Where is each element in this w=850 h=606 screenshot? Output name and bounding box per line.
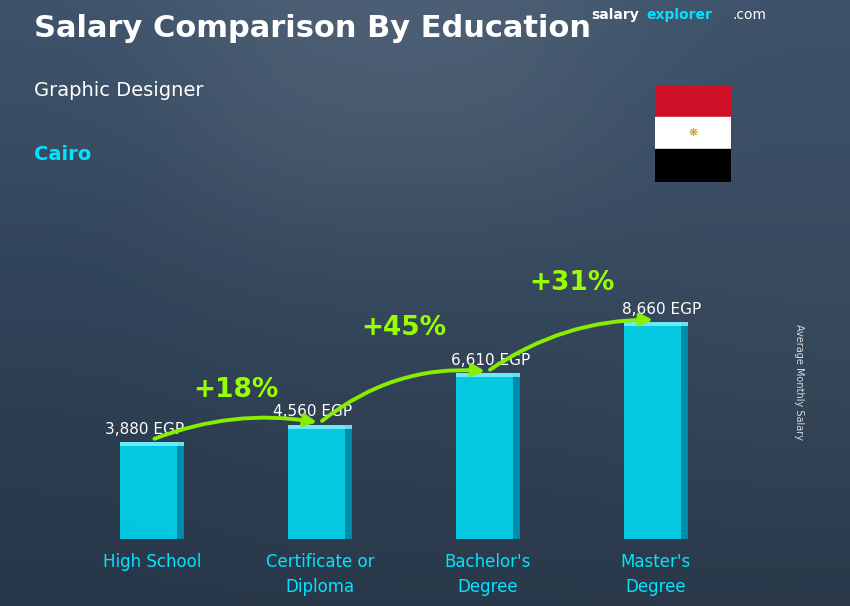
Bar — [624, 322, 688, 539]
Bar — [654, 117, 731, 150]
Text: 3,880 EGP: 3,880 EGP — [105, 422, 184, 436]
Text: +31%: +31% — [529, 270, 615, 296]
Bar — [456, 373, 519, 539]
Text: .com: .com — [733, 8, 767, 22]
Text: +18%: +18% — [193, 377, 279, 403]
Bar — [624, 322, 688, 326]
Text: +45%: +45% — [361, 315, 446, 341]
Text: Average Monthly Salary: Average Monthly Salary — [794, 324, 804, 440]
Bar — [345, 425, 352, 539]
Text: 6,610 EGP: 6,610 EGP — [450, 353, 530, 368]
Text: 4,560 EGP: 4,560 EGP — [273, 404, 352, 419]
Text: salary: salary — [591, 8, 638, 22]
Bar — [456, 373, 519, 378]
Bar — [288, 425, 352, 429]
Bar — [654, 85, 731, 117]
Text: 8,660 EGP: 8,660 EGP — [622, 302, 701, 316]
Bar — [681, 322, 688, 539]
Text: explorer: explorer — [646, 8, 711, 22]
Text: Salary Comparison By Education: Salary Comparison By Education — [34, 13, 591, 42]
Text: Cairo: Cairo — [34, 145, 91, 164]
Bar — [513, 373, 519, 539]
Bar — [120, 442, 184, 539]
Bar — [654, 150, 731, 182]
Text: ❋: ❋ — [688, 128, 698, 138]
Text: Graphic Designer: Graphic Designer — [34, 81, 203, 101]
Bar — [120, 442, 184, 446]
Bar — [178, 442, 184, 539]
Bar — [288, 425, 352, 539]
